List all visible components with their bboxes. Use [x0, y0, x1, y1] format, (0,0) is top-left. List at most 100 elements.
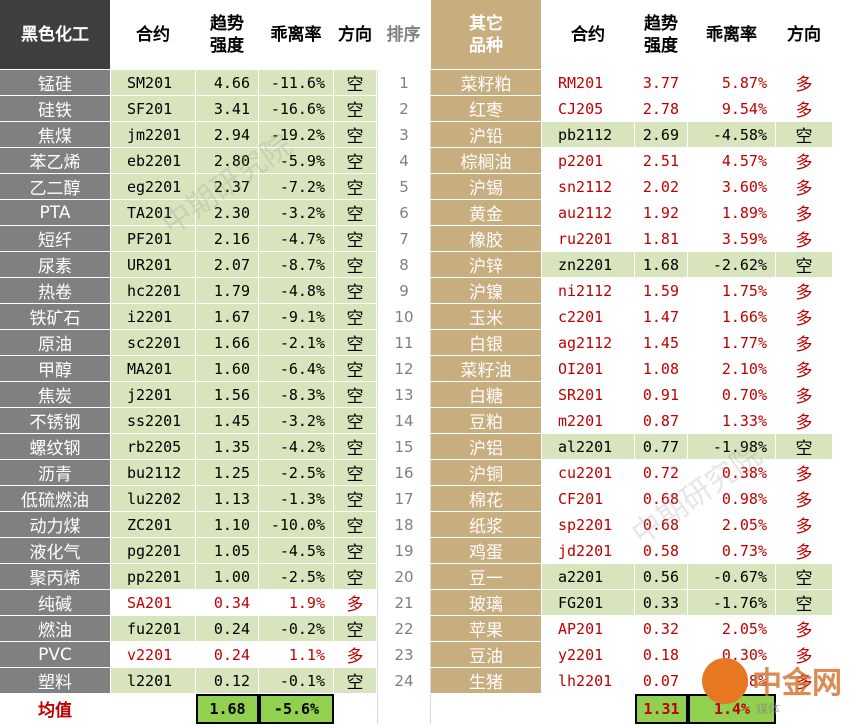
right-deviation-rate: 3.59%	[688, 226, 776, 252]
left-commodity-name: 沥青	[0, 460, 111, 486]
right-contract-code: ni2112	[542, 278, 635, 304]
left-direction: 空	[334, 278, 377, 304]
left-contract-code: pg2201	[111, 538, 196, 564]
right-direction: 多	[776, 70, 833, 96]
left-direction: 空	[334, 226, 377, 252]
left-direction: 多	[334, 590, 377, 616]
right-trend-strength: 0.18	[635, 642, 688, 668]
header-rank: 排序	[377, 0, 431, 70]
left-trend-strength: 0.12	[196, 668, 259, 694]
right-average-deviation: 1.4%	[688, 694, 776, 724]
left-direction: 空	[334, 96, 377, 122]
right-contract-code: ag2112	[542, 330, 635, 356]
left-commodity-name: 硅铁	[0, 96, 111, 122]
right-direction: 多	[776, 616, 833, 642]
left-direction: 空	[334, 538, 377, 564]
right-direction: 多	[776, 668, 833, 694]
rank-number: 8	[377, 252, 431, 278]
right-direction: 多	[776, 174, 833, 200]
left-direction: 空	[334, 408, 377, 434]
left-contract-code: sc2201	[111, 330, 196, 356]
footer-empty-rank	[377, 694, 431, 724]
right-contract-code: jd2201	[542, 538, 635, 564]
left-direction: 空	[334, 382, 377, 408]
right-commodity-name: 沪锡	[431, 174, 542, 200]
right-commodity-name: 沪锌	[431, 252, 542, 278]
right-commodity-name: 棕榈油	[431, 148, 542, 174]
left-deviation-rate: -9.1%	[259, 304, 334, 330]
right-commodity-name: 沪镍	[431, 278, 542, 304]
rank-number: 17	[377, 486, 431, 512]
left-contract-code: UR201	[111, 252, 196, 278]
right-trend-strength: 0.58	[635, 538, 688, 564]
left-contract-code: rb2205	[111, 434, 196, 460]
left-trend-strength: 0.24	[196, 642, 259, 668]
right-contract-code: lh2201	[542, 668, 635, 694]
right-commodity-name: 纸浆	[431, 512, 542, 538]
left-deviation-rate: -4.7%	[259, 226, 334, 252]
left-deviation-rate: -2.1%	[259, 330, 334, 356]
right-deviation-rate: 3.60%	[688, 174, 776, 200]
right-trend-strength: 2.51	[635, 148, 688, 174]
left-contract-code: pp2201	[111, 564, 196, 590]
left-direction: 空	[334, 252, 377, 278]
right-trend-strength: 1.59	[635, 278, 688, 304]
left-direction: 空	[334, 330, 377, 356]
right-deviation-rate: 2.05%	[688, 512, 776, 538]
left-direction: 空	[334, 70, 377, 96]
right-commodity-name: 生猪	[431, 668, 542, 694]
left-commodity-name: 液化气	[0, 538, 111, 564]
left-contract-code: TA201	[111, 200, 196, 226]
footer-empty	[111, 694, 196, 724]
left-trend-strength: 2.37	[196, 174, 259, 200]
left-contract-code: bu2112	[111, 460, 196, 486]
left-trend-strength: 2.94	[196, 122, 259, 148]
right-direction: 空	[776, 564, 833, 590]
left-contract-code: SM201	[111, 70, 196, 96]
left-direction: 空	[334, 356, 377, 382]
right-contract-code: pb2112	[542, 122, 635, 148]
left-trend-strength: 2.80	[196, 148, 259, 174]
right-commodity-name: 菜籽粕	[431, 70, 542, 96]
rank-number: 6	[377, 200, 431, 226]
right-deviation-rate: -0.67%	[688, 564, 776, 590]
right-contract-code: RM201	[542, 70, 635, 96]
left-trend-strength: 3.41	[196, 96, 259, 122]
right-deviation-rate: 0.30%	[688, 642, 776, 668]
left-commodity-name: 低硫燃油	[0, 486, 111, 512]
right-commodity-name: 沪铅	[431, 122, 542, 148]
left-deviation-rate: -0.2%	[259, 616, 334, 642]
left-commodity-name: 塑料	[0, 668, 111, 694]
right-contract-code: c2201	[542, 304, 635, 330]
rank-number: 23	[377, 642, 431, 668]
left-direction: 空	[334, 616, 377, 642]
left-trend-strength: 1.00	[196, 564, 259, 590]
left-contract-code: i2201	[111, 304, 196, 330]
rank-number: 10	[377, 304, 431, 330]
rank-number: 2	[377, 96, 431, 122]
right-deviation-rate: 1.77%	[688, 330, 776, 356]
right-deviation-rate: 9.54%	[688, 96, 776, 122]
right-contract-code: cu2201	[542, 460, 635, 486]
left-deviation-rate: 1.9%	[259, 590, 334, 616]
right-direction: 多	[776, 460, 833, 486]
left-trend-strength: 1.05	[196, 538, 259, 564]
right-contract-code: FG201	[542, 590, 635, 616]
rank-number: 1	[377, 70, 431, 96]
left-deviation-rate: -11.6%	[259, 70, 334, 96]
left-commodity-name: PVC	[0, 642, 111, 668]
left-deviation-rate: -3.2%	[259, 200, 334, 226]
right-contract-code: a2201	[542, 564, 635, 590]
rank-number: 14	[377, 408, 431, 434]
right-average-strength: 1.31	[635, 694, 688, 724]
right-deviation-rate: 1.75%	[688, 278, 776, 304]
left-deviation-rate: -2.5%	[259, 564, 334, 590]
right-trend-strength: 0.33	[635, 590, 688, 616]
left-deviation-rate: -3.2%	[259, 408, 334, 434]
left-trend-strength: 0.24	[196, 616, 259, 642]
header-strength-right: 趋势 强度	[635, 0, 688, 70]
right-direction: 空	[776, 122, 833, 148]
left-deviation-rate: -6.4%	[259, 356, 334, 382]
rank-number: 7	[377, 226, 431, 252]
left-trend-strength: 2.16	[196, 226, 259, 252]
